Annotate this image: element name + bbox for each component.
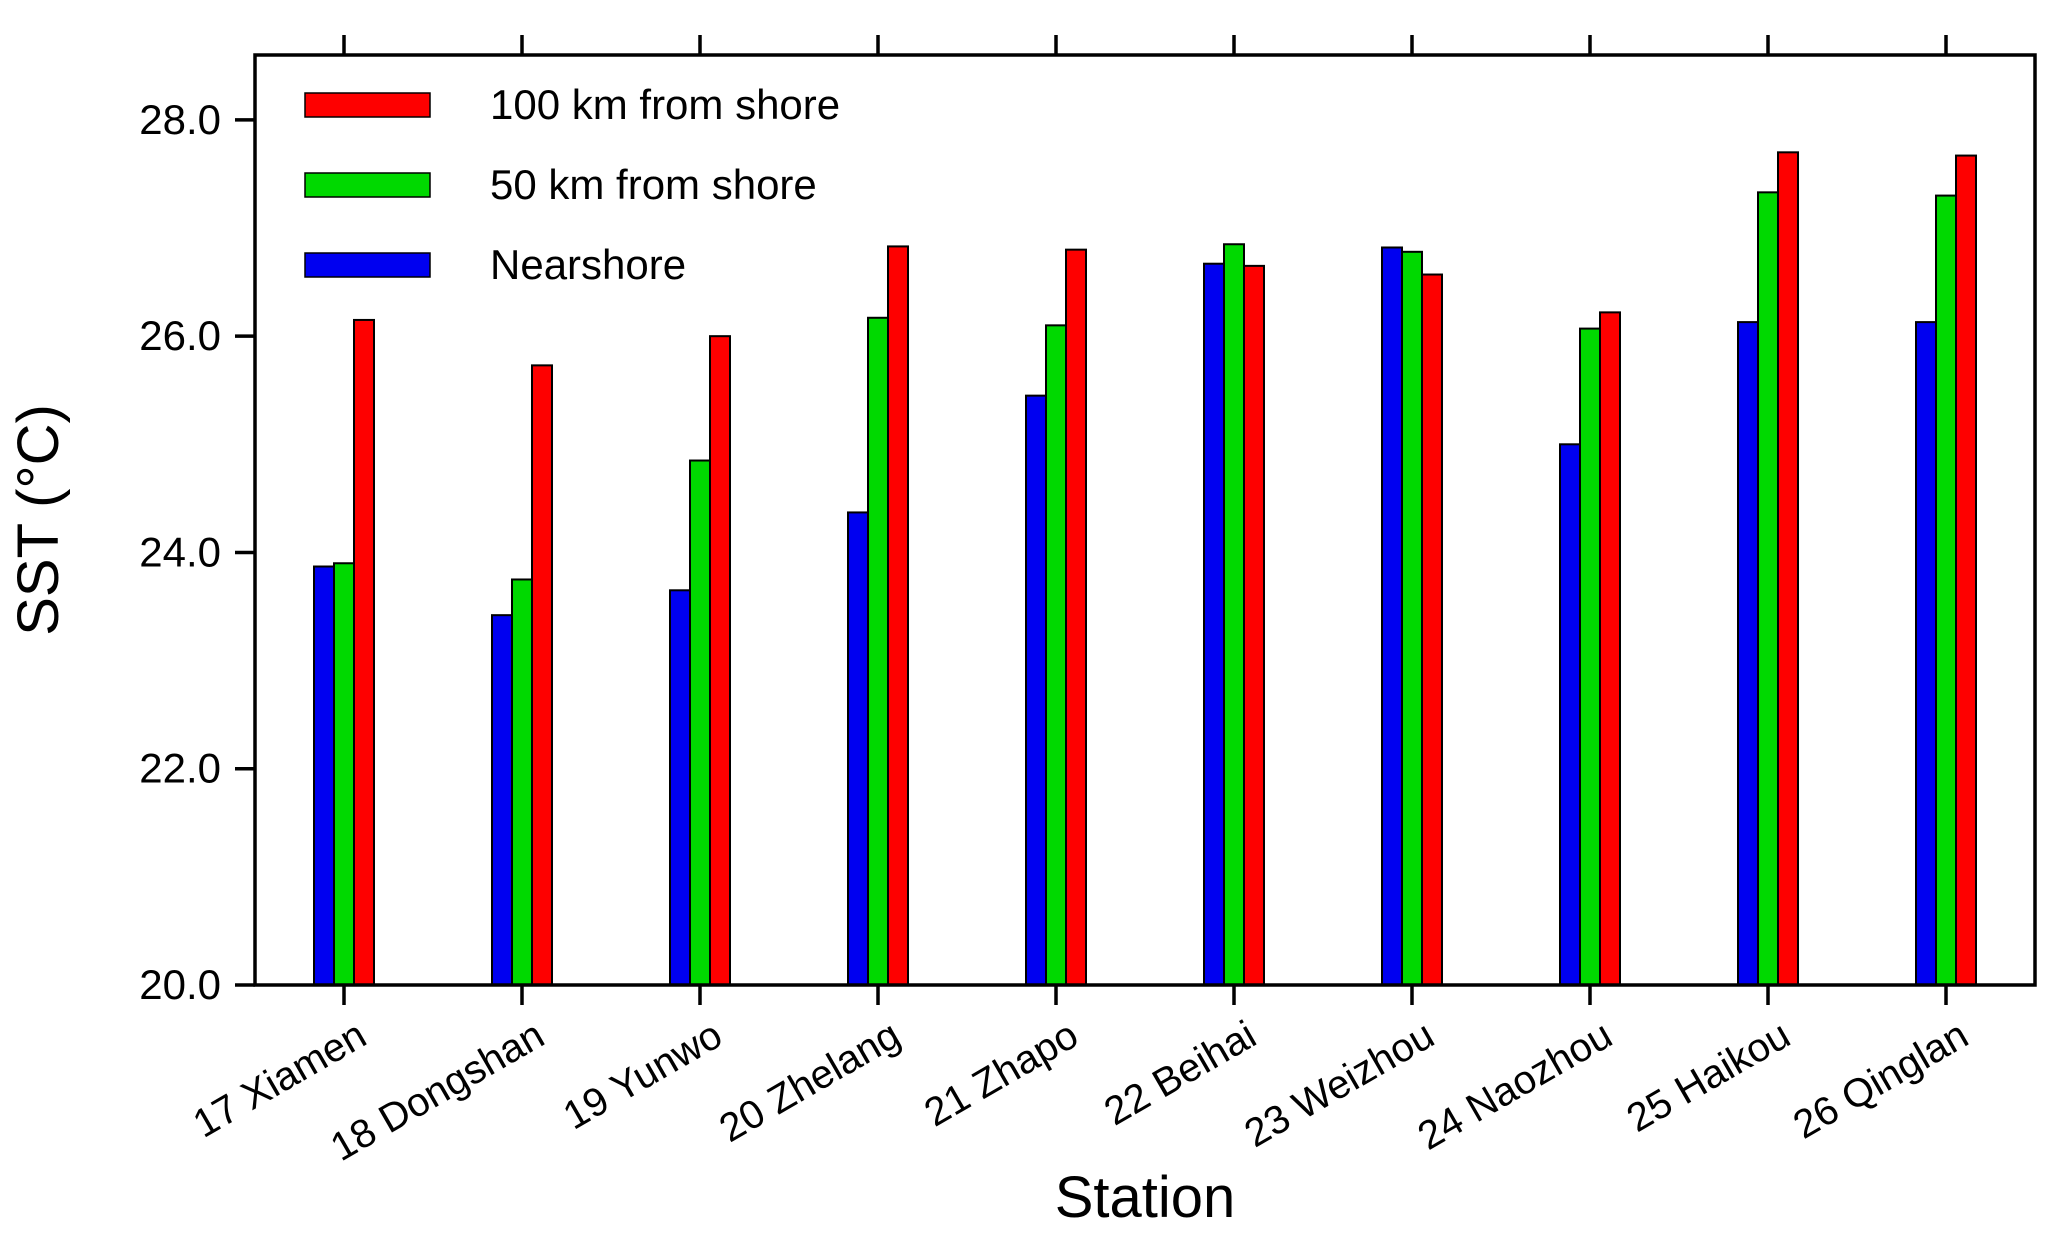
bar-nearshore xyxy=(313,565,335,986)
bar-nearshore xyxy=(1203,262,1225,986)
plot-frame xyxy=(253,53,2037,987)
y-tick-label: 20.0 xyxy=(139,961,221,1008)
legend-swatch xyxy=(304,252,431,278)
bar-nearshore xyxy=(1381,246,1403,987)
legend-label: 50 km from shore xyxy=(490,161,817,208)
bar-50-km-from-shore xyxy=(867,316,889,987)
bar-100-km-from-shore xyxy=(1065,248,1087,986)
bar-100-km-from-shore xyxy=(531,364,553,986)
bar-nearshore xyxy=(847,511,869,986)
legend-swatch xyxy=(304,172,431,198)
bar-100-km-from-shore xyxy=(887,245,909,986)
y-tick-label: 24.0 xyxy=(139,528,221,575)
legend-label: Nearshore xyxy=(490,241,686,288)
bar-50-km-from-shore xyxy=(1401,250,1423,986)
axis-title-x: Station xyxy=(1055,1165,1236,1230)
bar-nearshore xyxy=(1915,321,1937,986)
y-tick-label: 28.0 xyxy=(139,96,221,143)
bar-50-km-from-shore xyxy=(1757,191,1779,986)
bar-50-km-from-shore xyxy=(689,459,711,986)
bar-100-km-from-shore xyxy=(353,318,375,987)
bar-100-km-from-shore xyxy=(1243,264,1265,987)
bar-nearshore xyxy=(1025,394,1047,986)
bar-100-km-from-shore xyxy=(1421,273,1443,986)
bar-50-km-from-shore xyxy=(1579,327,1601,986)
bar-50-km-from-shore xyxy=(1045,324,1067,987)
bar-50-km-from-shore xyxy=(1223,243,1245,986)
bar-nearshore xyxy=(491,614,513,986)
y-tick-label: 26.0 xyxy=(139,312,221,359)
bar-100-km-from-shore xyxy=(1955,154,1977,986)
bar-nearshore xyxy=(1559,443,1581,987)
y-tick-label: 22.0 xyxy=(139,745,221,792)
axis-title-y: SST (°C) xyxy=(6,404,71,636)
bar-nearshore xyxy=(669,589,691,986)
bar-nearshore xyxy=(1737,321,1759,986)
legend-swatch xyxy=(304,92,431,118)
bar-50-km-from-shore xyxy=(1935,194,1957,986)
bar-100-km-from-shore xyxy=(1599,311,1621,987)
bar-50-km-from-shore xyxy=(511,578,533,986)
bar-100-km-from-shore xyxy=(709,335,731,986)
legend-label: 100 km from shore xyxy=(490,81,840,128)
bar-50-km-from-shore xyxy=(333,562,355,986)
bar-100-km-from-shore xyxy=(1777,151,1799,987)
